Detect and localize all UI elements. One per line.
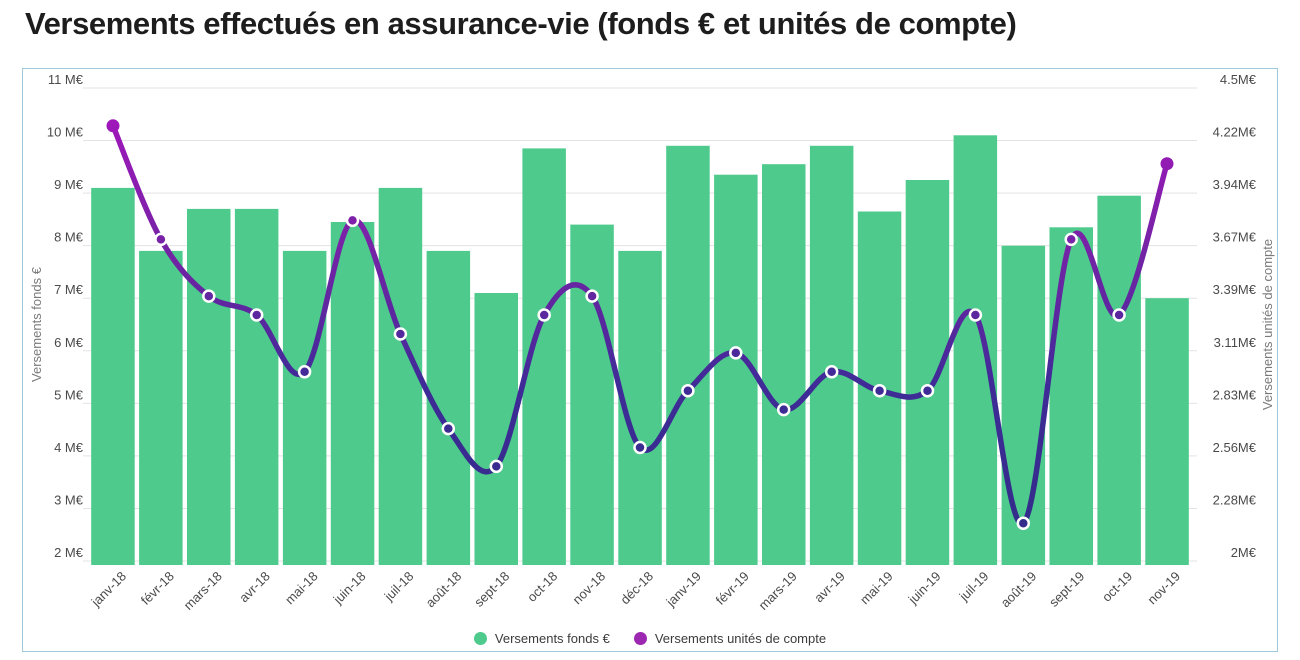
bar-mars-18[interactable]	[187, 208, 231, 565]
right-axis-tick: 4.5M€	[1220, 72, 1257, 87]
x-axis-label-déc-18: déc-18	[617, 569, 656, 608]
point-févr-18[interactable]	[154, 232, 168, 247]
legend-dot-fonds	[473, 632, 487, 645]
x-axis-label-mai-19: mai-19	[857, 569, 896, 608]
point-oct-18[interactable]	[537, 308, 551, 322]
x-axis-label-avr-19: avr-19	[811, 569, 848, 606]
bar-mai-18[interactable]	[282, 250, 327, 565]
left-axis-tick: 6 M€	[54, 335, 84, 350]
x-axis-label-févr-18: févr-18	[138, 569, 177, 608]
point-sept-18[interactable]	[489, 459, 504, 474]
point-nov-19[interactable]	[1160, 157, 1174, 171]
left-axis-tick: 3 M€	[54, 492, 84, 507]
point-juin-18[interactable]	[345, 213, 360, 228]
right-axis-tick: 2.56M€	[1213, 440, 1257, 455]
chart-card: 11 M€ 4.5M€ 10 M€ 4.22M€ 9 M€ 3.94M€ 8 M€ 3.67M…	[22, 68, 1278, 652]
bar-mars-19[interactable]	[762, 164, 806, 565]
point-juil-18[interactable]	[393, 327, 408, 341]
right-axis-tick: 3.67M€	[1213, 230, 1257, 245]
legend-dot-unites	[633, 632, 647, 645]
x-axis-label-oct-18: oct-18	[524, 569, 560, 605]
legend-label-unites: Versements unités de compte	[654, 631, 827, 646]
right-axis-tick: 3.39M€	[1213, 282, 1257, 297]
point-août-18[interactable]	[441, 421, 456, 436]
x-axis-label-janv-19: janv-19	[663, 569, 704, 610]
point-avr-19[interactable]	[824, 365, 839, 379]
point-nov-18[interactable]	[585, 289, 599, 303]
bar-juin-19[interactable]	[905, 180, 950, 565]
left-axis-tick: 9 M€	[54, 177, 84, 192]
combo-chart: 11 M€ 4.5M€ 10 M€ 4.22M€ 9 M€ 3.94M€ 8 M€ 3.67M…	[29, 72, 1275, 613]
left-axis-tick: 4 M€	[54, 440, 84, 455]
legend-label-fonds: Versements fonds €	[494, 631, 610, 646]
x-axis-label-août-19: août-19	[998, 569, 1040, 611]
x-axis-label-mai-18: mai-18	[282, 569, 321, 608]
right-axis-tick: 3.11M€	[1214, 335, 1257, 350]
legend-item-fonds[interactable]: Versements fonds €	[473, 631, 610, 646]
left-axis-tick: 8 M€	[54, 230, 84, 245]
point-déc-18[interactable]	[633, 440, 647, 455]
left-axis-tick: 2 M€	[54, 545, 84, 560]
point-janv-18[interactable]	[106, 119, 120, 133]
bar-janv-19[interactable]	[666, 145, 710, 566]
bar-janv-18[interactable]	[91, 187, 135, 565]
x-axis-label-juil-18: juil-18	[381, 569, 417, 605]
legend-item-unites[interactable]: Versements unités de compte	[633, 631, 827, 646]
point-mai-18[interactable]	[297, 365, 312, 379]
point-juil-19[interactable]	[968, 308, 983, 322]
bar-juin-18[interactable]	[330, 222, 375, 565]
x-axis-label-mars-18: mars-18	[181, 569, 225, 613]
right-axis-title: Versements unités de compte	[1260, 239, 1275, 410]
x-axis-label-sept-19: sept-19	[1046, 569, 1087, 610]
bar-août-19[interactable]	[1001, 245, 1046, 565]
point-janv-19[interactable]	[681, 383, 695, 398]
bar-avr-19[interactable]	[809, 145, 854, 566]
point-mars-19[interactable]	[776, 402, 791, 417]
left-axis-tick: 11 M€	[48, 72, 84, 87]
page-title: Versements effectués en assurance-vie (f…	[25, 6, 1017, 41]
left-axis-tick: 10 M€	[47, 125, 84, 140]
point-févr-19[interactable]	[729, 346, 743, 360]
x-axis-label-août-18: août-18	[423, 569, 465, 611]
right-axis-tick: 2.83M€	[1213, 387, 1257, 402]
x-axis-label-juil-19: juil-19	[956, 569, 992, 605]
right-axis-tick: 4.22M€	[1213, 125, 1257, 140]
left-axis-tick: 5 M€	[54, 387, 84, 402]
x-axis-label-avr-18: avr-18	[236, 569, 273, 606]
bar-nov-19[interactable]	[1145, 298, 1189, 565]
x-axis-label-oct-19: oct-19	[1099, 569, 1135, 605]
chart-legend: Versements fonds € Versements unités de …	[23, 631, 1277, 646]
point-oct-19[interactable]	[1112, 308, 1126, 322]
x-axis-label-sept-18: sept-18	[471, 569, 512, 610]
right-axis-tick: 2.28M€	[1213, 492, 1257, 507]
left-axis-title: Versements fonds €	[29, 266, 44, 382]
bar-sept-19[interactable]	[1049, 227, 1094, 566]
bar-oct-19[interactable]	[1097, 195, 1141, 565]
right-axis-tick: 3.94M€	[1213, 177, 1257, 192]
x-axis-label-mars-19: mars-19	[755, 569, 799, 613]
bar-avr-18[interactable]	[234, 208, 279, 565]
x-axis-label-févr-19: févr-19	[713, 569, 752, 608]
left-axis-tick: 7 M€	[54, 282, 84, 297]
x-axis-label-juin-19: juin-19	[905, 569, 944, 608]
right-axis-tick: 2M€	[1231, 545, 1257, 560]
x-axis-label-juin-18: juin-18	[330, 569, 369, 608]
bar-nov-18[interactable]	[570, 224, 614, 565]
bar-juil-19[interactable]	[953, 135, 998, 566]
bar-juil-18[interactable]	[378, 187, 423, 565]
point-avr-18[interactable]	[249, 308, 264, 322]
x-axis-label-nov-19: nov-19	[1144, 569, 1183, 608]
point-juin-19[interactable]	[920, 383, 935, 398]
bar-févr-18[interactable]	[139, 250, 183, 565]
x-axis-label-nov-18: nov-18	[570, 569, 609, 608]
point-mai-19[interactable]	[872, 383, 887, 398]
x-axis-label-janv-18: janv-18	[88, 569, 129, 610]
point-août-19[interactable]	[1016, 516, 1031, 530]
point-sept-19[interactable]	[1064, 232, 1078, 247]
point-mars-18[interactable]	[202, 289, 216, 303]
